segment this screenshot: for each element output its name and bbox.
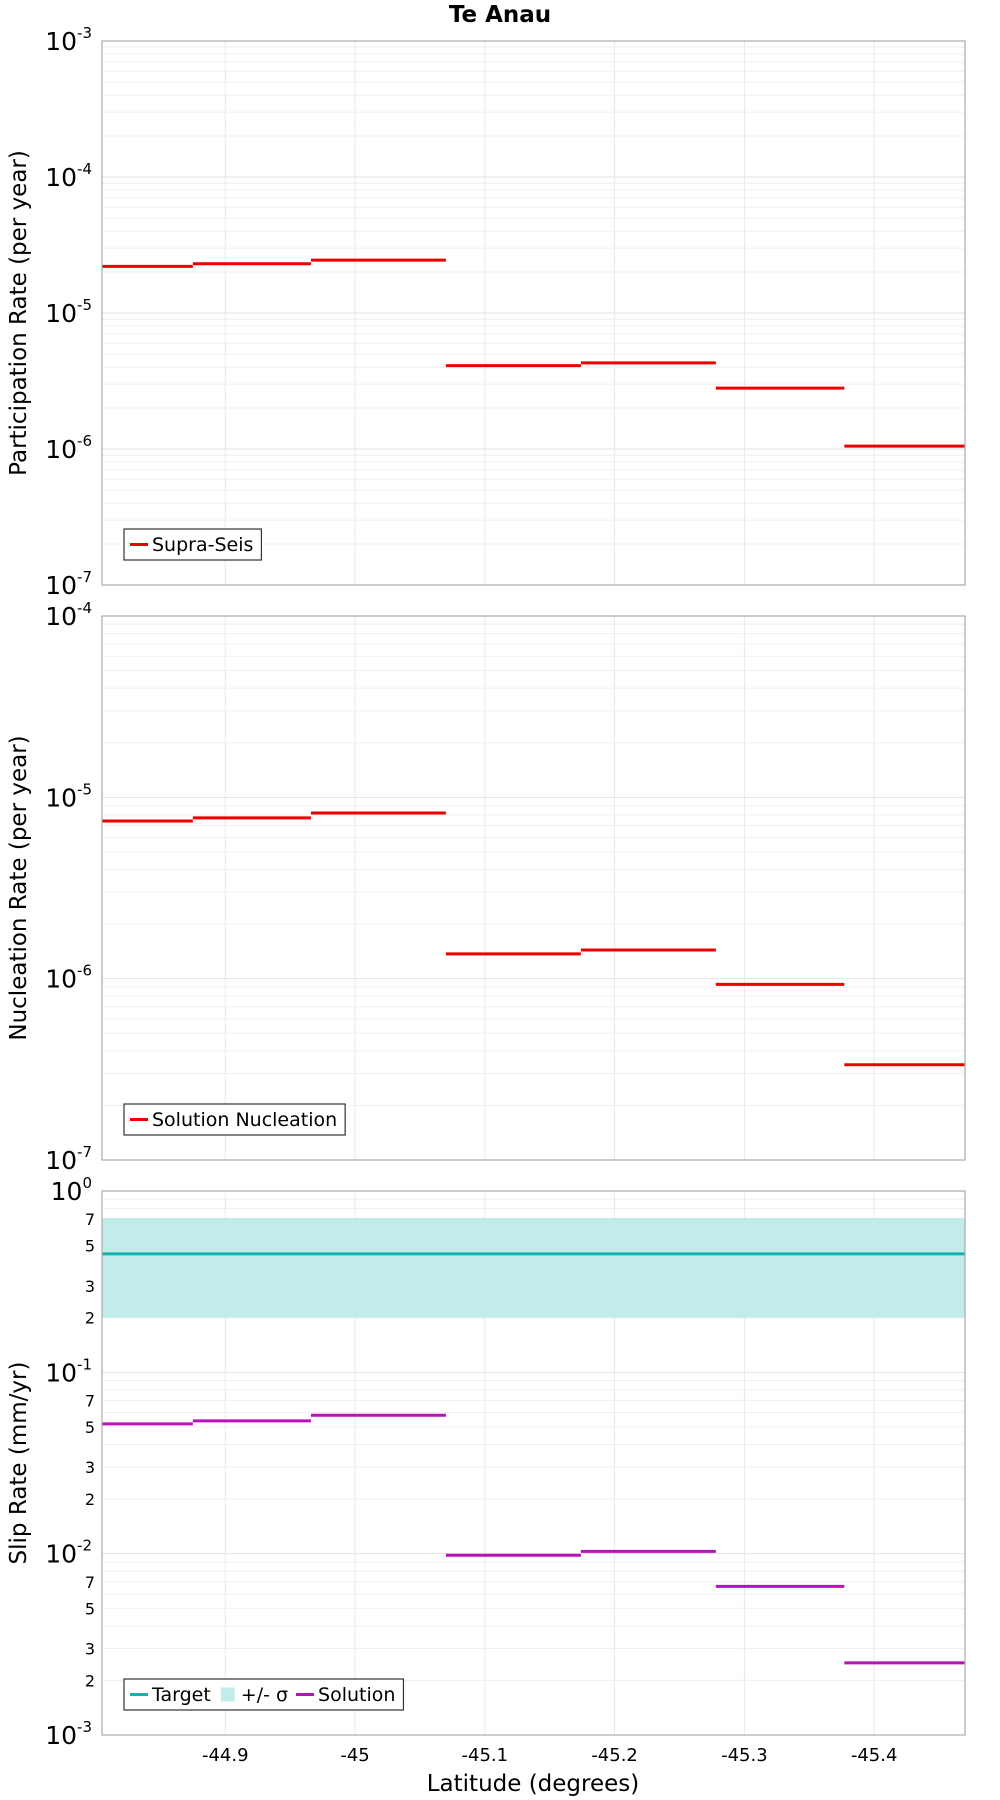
x-tick-label: -45.4 [851, 1745, 898, 1766]
sigma-band [102, 1217, 965, 1318]
x-tick-labels: -44.9 -45 -45.1 -45.2 -45.3 -45.4 [202, 1745, 897, 1766]
x-axis-label: Latitude (degrees) [427, 1771, 640, 1797]
legend-box [123, 1103, 346, 1136]
legend-label: Target [151, 1684, 211, 1706]
y-minor-tick-label: 7 [85, 1391, 95, 1410]
y-tick-label: 10-3 [45, 1718, 92, 1750]
y-minor-tick-label: 3 [85, 1458, 95, 1477]
y-minor-tick-label: 7 [85, 1573, 95, 1592]
grid [102, 41, 965, 586]
x-tick-label: -45.3 [721, 1745, 768, 1766]
y-axis-label: Participation Rate (per year) [6, 150, 32, 476]
y-minor-tick-label: 2 [85, 1671, 95, 1690]
x-tick-label: -45.1 [462, 1745, 509, 1766]
y-tick-label: 100 [51, 1174, 92, 1206]
y-tick-label: 10-4 [45, 599, 92, 631]
series-solution [102, 1413, 965, 1665]
y-tick-label: 10-7 [45, 1143, 92, 1175]
y-tick-label: 10-1 [45, 1355, 92, 1387]
y-tick-label: 10-6 [45, 432, 92, 464]
plot-frame [101, 615, 966, 1161]
y-axis-label: Nucleation Rate (per year) [6, 735, 32, 1040]
legend-marker [220, 1687, 235, 1702]
legend-label: Supra-Seis [152, 534, 253, 556]
y-tick-label: 10-5 [45, 780, 92, 812]
legend: Solution Nucleation [123, 1103, 346, 1136]
y-tick-label: 10-7 [45, 568, 92, 600]
x-tick-label: -45.2 [591, 1745, 638, 1766]
legend-label: Solution Nucleation [152, 1109, 337, 1131]
y-tick-label: 10-5 [45, 296, 92, 328]
y-tick-label: 10-4 [45, 160, 92, 192]
legend-label: Solution [318, 1684, 395, 1706]
panel-2: 10-4 10-5 10-6 10-7 Nucleation Rate (per yea… [6, 599, 966, 1175]
y-minor-tick-label: 2 [85, 1490, 95, 1509]
y-minor-tick-label: 3 [85, 1639, 95, 1658]
plot-frame [101, 1190, 966, 1736]
chart-title: Te Anau [449, 2, 551, 28]
grid [102, 616, 965, 1161]
panel-1: 10-3 10-4 10-5 10-6 10-7 Participation Rate (… [6, 24, 966, 600]
legend: Supra-Seis [123, 528, 263, 561]
y-minor-tick-label: 7 [85, 1210, 95, 1229]
legend-label: +/- σ [241, 1684, 288, 1706]
y-axis-label: Slip Rate (mm/yr) [6, 1362, 32, 1565]
y-minor-tick-label: 5 [85, 1599, 95, 1618]
x-tick-label: -44.9 [202, 1745, 249, 1766]
y-minor-tick-label: 5 [85, 1418, 95, 1437]
y-tick-label: 10-3 [45, 24, 92, 56]
y-minor-tick-label: 2 [85, 1309, 95, 1328]
x-tick-label: -45 [340, 1745, 369, 1766]
y-minor-tick-label: 3 [85, 1277, 95, 1296]
y-minor-tick-label: 5 [85, 1237, 95, 1256]
y-tick-label: 10-2 [45, 1537, 92, 1569]
plot-frame [101, 40, 966, 586]
series-supra-seis [102, 258, 965, 448]
legend-box [123, 1678, 405, 1711]
legend: Target +/- σ Solution [123, 1678, 405, 1711]
series-solution-nucleation [102, 811, 965, 1067]
y-tick-label: 10-6 [45, 962, 92, 994]
panel-3: 100 10-1 10-2 10-3 7 5 3 2 7 5 3 2 7 5 3 2 Slip Rate (mm… [6, 1174, 966, 1750]
